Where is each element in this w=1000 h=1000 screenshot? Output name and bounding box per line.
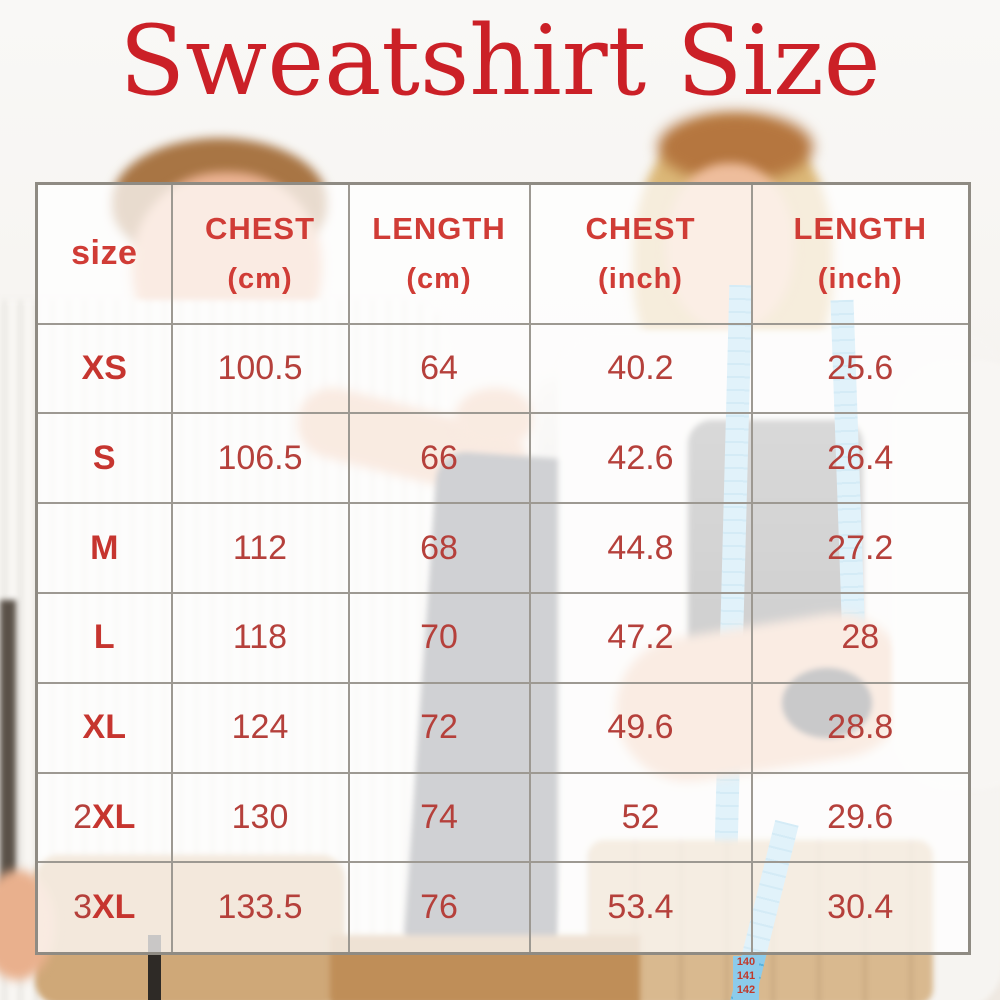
table-row-2xl: 2XL 130 74 52 29.6 (35, 771, 971, 864)
size-table: size CHEST (cm) LENGTH (cm) CHEST (inch) LE… (35, 182, 971, 955)
column-header-chest-cm: CHEST (cm) (170, 182, 350, 325)
length-inch-cell: 29.6 (750, 771, 971, 864)
column-header-sub: (inch) (817, 263, 903, 296)
chest-cm-cell: 130 (170, 771, 350, 864)
size-cell: XS (35, 322, 173, 415)
chest-cm-cell: 112 (170, 502, 350, 594)
tape-number: 142 (736, 984, 756, 996)
chest-inch-cell: 40.2 (528, 322, 753, 415)
table-row-3xl: 3XL 133.5 76 53.4 30.4 (35, 861, 971, 955)
column-header-sub: (inch) (598, 263, 683, 296)
chest-cm-cell: 133.5 (170, 861, 350, 955)
size-label: M (90, 528, 119, 567)
chest-inch-cell: 47.2 (528, 591, 753, 684)
chest-inch-cell: 49.6 (528, 681, 753, 774)
chest-inch-cell: 53.4 (528, 861, 753, 955)
length-cm-cell: 66 (347, 412, 531, 505)
chest-cm-cell: 124 (170, 681, 350, 774)
length-cm-cell: 64 (347, 322, 531, 415)
column-header-label: CHEST (585, 211, 696, 247)
length-inch-cell: 28.8 (750, 681, 971, 774)
chest-cm-cell: 118 (170, 591, 350, 684)
column-header-chest-inch: CHEST (inch) (528, 182, 753, 325)
column-header-label: CHEST (204, 211, 316, 247)
length-cm-cell: 72 (347, 681, 531, 774)
length-cm-cell: 76 (347, 861, 531, 955)
size-label: S (92, 438, 116, 477)
column-header-label: size (71, 234, 138, 273)
size-label: L (93, 618, 115, 657)
chest-cm-cell: 106.5 (170, 412, 350, 505)
chest-cm-cell: 100.5 (170, 322, 350, 415)
length-cm-cell: 68 (347, 502, 531, 594)
length-inch-cell: 30.4 (750, 861, 971, 955)
column-header-label: LENGTH (793, 211, 927, 247)
size-label: XL (82, 708, 126, 747)
length-inch-cell: 27.2 (750, 502, 971, 594)
column-header-length-inch: LENGTH (inch) (750, 182, 971, 325)
table-row-m: M 112 68 44.8 27.2 (35, 502, 971, 594)
length-inch-cell: 25.6 (750, 322, 971, 415)
size-prefix: 2 (73, 798, 92, 837)
measuring-tape-numbers: 140 141 142 (733, 956, 759, 1000)
page-title: Sweatshirt Size (119, 5, 881, 117)
length-inch-cell: 26.4 (750, 412, 971, 505)
size-cell: L (35, 591, 173, 684)
table-row-s: S 106.5 66 42.6 26.4 (35, 412, 971, 505)
table-row-l: L 118 70 47.2 28 (35, 591, 971, 684)
size-cell: 2XL (35, 771, 173, 864)
column-header-length-cm: LENGTH (cm) (347, 182, 531, 325)
size-cell: M (35, 502, 173, 594)
size-cell: S (35, 412, 173, 505)
tape-number: 141 (736, 970, 756, 982)
size-label: XS (81, 348, 127, 387)
size-cell: XL (35, 681, 173, 774)
table-row-xl: XL 124 72 49.6 28.8 (35, 681, 971, 774)
length-inch-cell: 28 (750, 591, 971, 684)
column-header-size: size (35, 182, 173, 325)
size-label: XL (91, 798, 136, 837)
length-cm-cell: 74 (347, 771, 531, 864)
chest-inch-cell: 42.6 (528, 412, 753, 505)
chest-inch-cell: 44.8 (528, 502, 753, 594)
size-label: XL (91, 888, 136, 927)
chest-inch-cell: 52 (528, 771, 753, 864)
left-edge-dark (0, 600, 16, 890)
column-header-label: LENGTH (372, 211, 506, 247)
tape-number: 140 (736, 956, 756, 968)
table-row-xs: XS 100.5 64 40.2 25.6 (35, 322, 971, 415)
header-row: size CHEST (cm) LENGTH (cm) CHEST (inch) LE… (35, 182, 971, 325)
column-header-sub: (cm) (406, 263, 472, 296)
size-cell: 3XL (35, 861, 173, 955)
length-cm-cell: 70 (347, 591, 531, 684)
size-prefix: 3 (73, 888, 92, 927)
column-header-sub: (cm) (227, 263, 293, 296)
